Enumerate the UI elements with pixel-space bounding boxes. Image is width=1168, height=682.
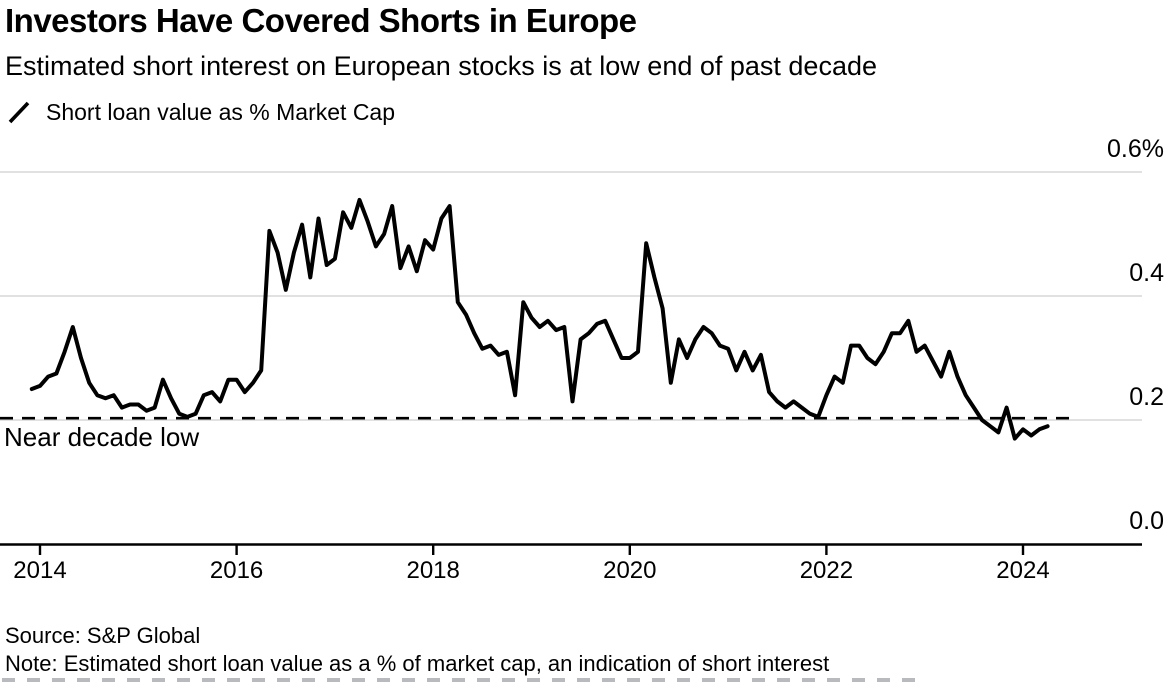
x-axis-label: 2016 xyxy=(209,557,264,584)
y-axis-label: 0.0 xyxy=(1129,507,1164,535)
note-text: Note: Estimated short loan value as a % … xyxy=(5,651,830,676)
annotation-near-decade-low: Near decade low xyxy=(4,422,200,452)
x-axis-label: 2018 xyxy=(406,557,460,584)
series-line xyxy=(29,197,1050,441)
legend-label: Short loan value as % Market Cap xyxy=(46,99,396,125)
y-axis-label: 0.4 xyxy=(1129,259,1164,287)
y-axis-label: 0.6% xyxy=(1107,135,1164,163)
page-subtitle: Estimated short interest on European sto… xyxy=(5,51,877,81)
legend: Short loan value as % Market Cap xyxy=(6,99,395,125)
x-axis-label: 2020 xyxy=(603,557,657,584)
source-text: Source: S&P Global xyxy=(5,623,201,648)
clipped-text-artifact xyxy=(2,678,927,682)
x-axis-label: 2024 xyxy=(996,557,1050,584)
page-title: Investors Have Covered Shorts in Europe xyxy=(5,2,637,39)
y-axis-label: 0.2 xyxy=(1129,383,1164,411)
x-axis-label: 2022 xyxy=(799,557,854,584)
slash-line-icon xyxy=(8,101,30,124)
x-axis-label: 2014 xyxy=(13,557,67,584)
